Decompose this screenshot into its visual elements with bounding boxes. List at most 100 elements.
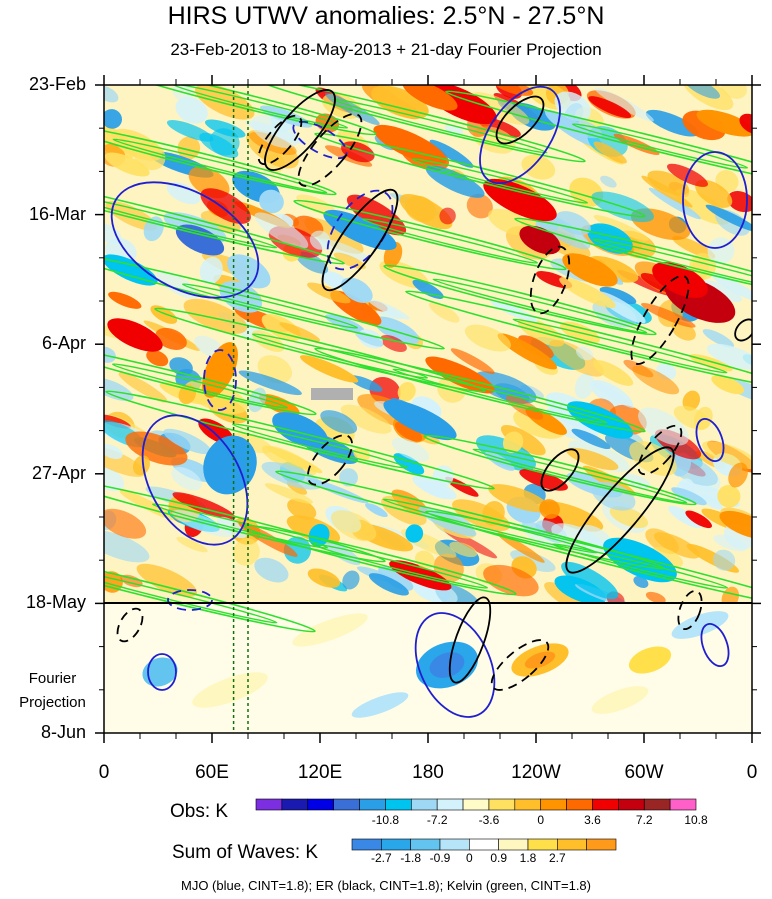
anomaly-blob — [571, 428, 611, 450]
anomaly-blob — [464, 324, 511, 352]
anomaly-blob — [136, 563, 198, 598]
anomaly-blob — [539, 499, 560, 519]
x-tick-label: 120E — [297, 762, 343, 783]
anomaly-blob — [104, 444, 123, 459]
anomaly-blob — [599, 286, 637, 305]
kelvin-contour — [472, 448, 688, 504]
kelvin-contour — [514, 217, 752, 303]
anomaly-blob — [696, 109, 752, 137]
anomaly-blob — [710, 273, 752, 303]
anomaly-blob — [195, 85, 255, 120]
anomaly-feature — [603, 537, 677, 583]
obs-colorbar-label: Obs: K — [170, 801, 229, 822]
anomaly-blob — [551, 523, 606, 555]
kelvin-contour — [243, 524, 517, 596]
anomaly-blob — [412, 475, 457, 500]
anomaly-blob — [549, 339, 604, 377]
anomaly-blob — [439, 207, 456, 225]
anomaly-blob — [373, 316, 420, 345]
anomaly-blob — [483, 564, 539, 597]
waves_colorbar-swatch — [469, 838, 499, 851]
anomaly-blob — [593, 141, 627, 164]
mjo-contour — [110, 181, 260, 299]
anomaly-blob — [318, 238, 371, 262]
anomaly-blob — [200, 188, 251, 224]
anomaly-blob — [509, 102, 556, 131]
contour-legend-footer: MJO (blue, CINT=1.8); ER (black, CINT=1.… — [181, 878, 591, 893]
anomaly-blob — [111, 128, 163, 161]
anomaly-blob — [331, 510, 377, 542]
anomaly-blob — [645, 109, 699, 137]
x-tick-label: 60E — [195, 762, 229, 783]
kelvin-contour — [104, 165, 345, 265]
anomaly-blob — [638, 407, 689, 446]
anomaly-blob — [104, 109, 122, 129]
anomaly-blob — [685, 510, 712, 529]
anomaly-blob — [261, 445, 317, 476]
mjo-contour — [203, 349, 237, 411]
anomaly-blob — [544, 582, 594, 603]
kelvin-contour — [151, 503, 329, 549]
anomaly-blob — [594, 87, 654, 122]
anomaly-blob — [445, 476, 479, 497]
obs_colorbar-swatch — [281, 798, 309, 811]
anomaly-blob — [340, 277, 373, 304]
kelvin-contour — [425, 510, 752, 610]
anomaly-blob — [307, 282, 351, 304]
anomaly-blob — [353, 447, 371, 461]
mjo-contour — [700, 623, 730, 667]
kelvin-contour — [104, 193, 278, 249]
waves_colorbar-tick-label: -2.7 — [370, 851, 392, 865]
kelvin-contour — [314, 347, 646, 433]
anomaly-feature — [402, 85, 458, 111]
projection-anomaly — [429, 652, 465, 678]
anomaly-blob — [261, 314, 301, 341]
anomaly-blob — [682, 390, 701, 411]
obs_colorbar-swatch — [385, 798, 412, 811]
y-tick-label: 23-Feb — [28, 74, 86, 94]
obs_colorbar-swatch — [436, 798, 464, 811]
anomaly-blob — [133, 455, 150, 476]
obs_colorbar-swatch — [592, 798, 619, 811]
anomaly-blob — [178, 384, 197, 405]
anomaly-blob — [365, 503, 388, 518]
kelvin-contour — [293, 199, 567, 271]
er-contour — [734, 318, 752, 342]
x-tick-label: 180 — [412, 762, 444, 783]
anomaly-blob — [727, 191, 752, 213]
anomaly-blob — [575, 346, 594, 361]
y-tick-label: 8-Jun — [40, 722, 86, 742]
waves_colorbar-swatch — [527, 838, 558, 851]
obs_colorbar-tick-label: 7.2 — [635, 813, 653, 827]
anomaly-blob — [488, 484, 550, 513]
waves_colorbar-swatch — [381, 838, 411, 851]
anomaly-blob — [521, 154, 556, 180]
anomaly-blob — [163, 428, 211, 455]
anomaly-blob — [728, 462, 748, 488]
anomaly-blob — [705, 204, 752, 233]
anomaly-blob — [641, 302, 696, 328]
anomaly-blob — [296, 194, 337, 216]
anomaly-blob — [204, 119, 246, 138]
mjo-contour — [479, 85, 561, 185]
er-contour — [630, 275, 690, 365]
x-tick-label: 0 — [746, 762, 758, 783]
kelvin-contour — [311, 543, 489, 589]
anomaly-blob — [125, 431, 188, 466]
x-tick-label: 60W — [624, 762, 664, 783]
anomaly-blob — [671, 487, 707, 506]
kelvin-contour — [104, 477, 386, 563]
anomaly-blob — [566, 447, 619, 471]
anomaly-blob — [368, 299, 410, 320]
y-tick-label: 6-Apr — [41, 333, 86, 354]
anomaly-blob — [171, 466, 202, 491]
anomaly-feature — [323, 209, 397, 251]
kelvin-contour — [405, 290, 752, 390]
obs_colorbar-swatch — [333, 798, 360, 811]
anomaly-blob — [592, 381, 635, 409]
er-contour — [565, 446, 675, 574]
anomaly-blob — [559, 277, 616, 309]
anomaly-blob — [200, 210, 241, 233]
anomaly-blob — [720, 85, 747, 99]
anomaly-feature — [383, 399, 457, 441]
